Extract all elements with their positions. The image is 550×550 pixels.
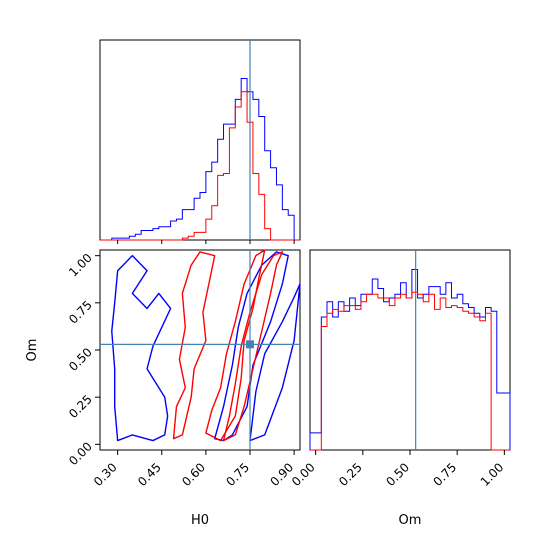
contour-red-level-3 <box>172 251 216 440</box>
x-tick-label-om: 1.00 <box>478 460 507 489</box>
contour-blue-level-0 <box>111 254 172 442</box>
y-tick-label-om: 0.25 <box>66 392 95 421</box>
x-tick-label-h0: 0.75 <box>223 460 252 489</box>
x-tick-label-h0: 0.90 <box>267 460 296 489</box>
h0-histogram <box>100 40 300 244</box>
contour-red-level-4 <box>222 251 284 442</box>
x-tick-label-h0: 0.30 <box>91 460 120 489</box>
om-hist-frame <box>309 249 511 451</box>
om-hist-blue-series <box>309 269 511 450</box>
x-tick-label-om: 0.25 <box>336 460 365 489</box>
contour-blue-level-1 <box>214 251 289 442</box>
contour-blue-level-2 <box>249 283 301 442</box>
y-axis-label-om: Om <box>25 339 40 362</box>
y-tick-label-om: 1.00 <box>66 251 95 280</box>
x-tick-label-om: 0.50 <box>383 460 412 489</box>
x-tick-label-h0: 0.45 <box>135 460 164 489</box>
x-tick-label-om: 0.00 <box>289 460 318 489</box>
h0-hist-frame <box>99 39 301 241</box>
contour-panel: 0.30 0.45 0.60 0.75 0.90 0.00 0.25 0.50 0.75 1.00 <box>66 249 301 489</box>
h0-hist-blue-series <box>100 78 300 241</box>
om-hist-red-series <box>310 291 510 451</box>
y-tick-label-om: 0.75 <box>66 298 95 327</box>
contour-truth-marker <box>246 340 254 349</box>
x-tick-label-h0: 0.60 <box>179 460 208 489</box>
y-tick-label-om: 0.00 <box>66 439 95 468</box>
x-tick-label-om: 0.75 <box>430 460 459 489</box>
h0-hist-red-series <box>100 91 300 241</box>
x-axis-label-om: Om <box>399 513 422 528</box>
y-tick-label-om: 0.50 <box>66 345 95 374</box>
x-axis-label-h0: H0 <box>191 513 209 528</box>
om-histogram: 0.00 0.25 0.50 0.75 1.00 <box>289 250 511 489</box>
contour-red-level-5 <box>205 249 266 442</box>
